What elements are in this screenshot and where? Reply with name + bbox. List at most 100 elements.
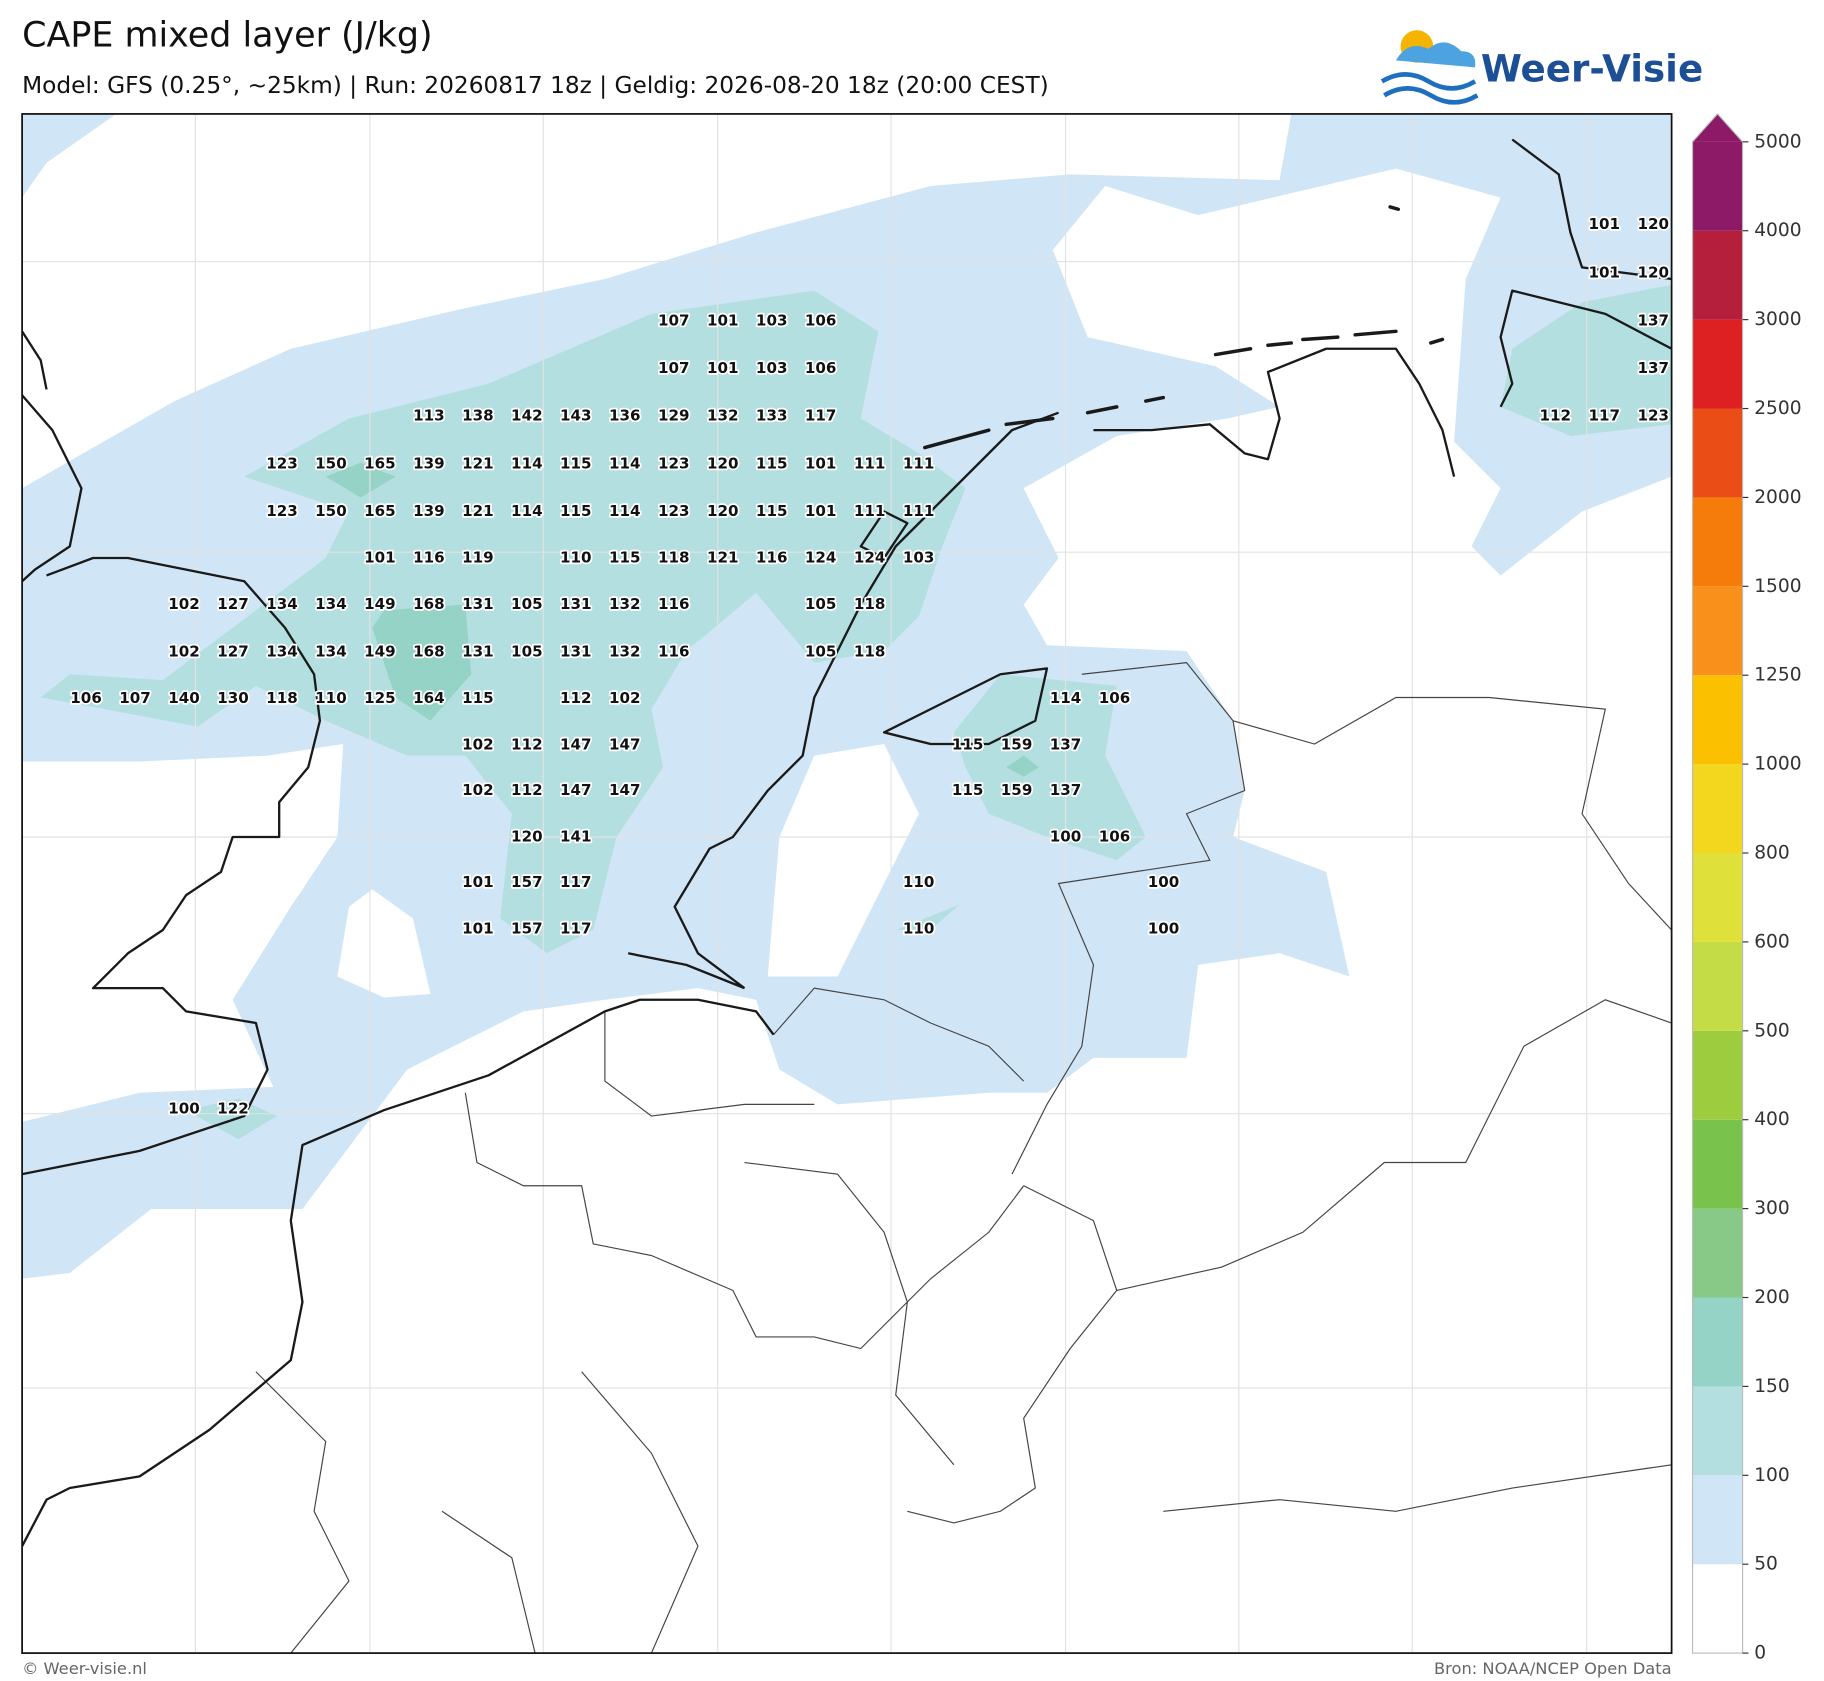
colorbar-segment: [1692, 675, 1743, 765]
cape-value: 124: [854, 549, 886, 567]
cape-value: 164: [413, 689, 445, 707]
cape-value: 114: [511, 454, 543, 472]
cape-value: 140: [168, 689, 200, 707]
colorbar-tick-label: 300: [1754, 1198, 1790, 1219]
cape-value: 117: [1588, 407, 1620, 425]
logo-waves: [1380, 72, 1479, 105]
footer-source: Bron: NOAA/NCEP Open Data: [1434, 1659, 1672, 1678]
colorbar-tick-label: 4000: [1754, 220, 1801, 241]
cape-value: 106: [1099, 689, 1131, 707]
colorbar-segment: [1692, 230, 1743, 320]
cape-value: 115: [756, 454, 788, 472]
cape-value: 113: [413, 407, 445, 425]
colorbar-segment: [1692, 1030, 1743, 1120]
colorbar-segment: [1692, 853, 1743, 942]
colorbar-tick-label: 0: [1754, 1643, 1766, 1664]
cape-value: 139: [413, 502, 445, 520]
cape-value: 111: [903, 454, 935, 472]
logo-text: Weer-Visie: [1481, 46, 1703, 90]
cape-value: 107: [119, 689, 151, 707]
cape-value: 116: [756, 549, 788, 567]
cape-value: 105: [511, 643, 543, 661]
colorbar-segment: [1692, 1297, 1743, 1387]
cape-value: 110: [903, 919, 935, 937]
cape-value: 116: [413, 549, 445, 567]
cape-value: 133: [756, 407, 788, 425]
cape-value: 101: [364, 549, 396, 567]
colorbar-tick-label: 1250: [1754, 665, 1801, 686]
colorbar-segment: [1692, 319, 1743, 409]
cape-value: 101: [707, 311, 739, 329]
cape-gap: [337, 744, 919, 998]
cape-value: 147: [560, 736, 592, 754]
colorbar-segment: [1692, 497, 1743, 587]
colorbar-tick-label: 2500: [1754, 398, 1801, 419]
footer-credit: © Weer-visie.nl: [22, 1659, 147, 1678]
cape-value: 117: [560, 873, 592, 891]
cape-value: 149: [364, 595, 396, 613]
cape-value: 165: [364, 502, 396, 520]
cape-value: 137: [1050, 781, 1082, 799]
colorbar-tick-label: 400: [1754, 1109, 1790, 1130]
cape-value: 120: [707, 502, 739, 520]
cape-value: 123: [658, 454, 690, 472]
cape-value: 131: [560, 595, 592, 613]
cape-value: 116: [658, 643, 690, 661]
cape-value: 134: [266, 643, 298, 661]
cape-value: 120: [511, 828, 543, 846]
cape-value: 107: [658, 359, 690, 377]
colorbar: 0 50 100 150 200 300 400 500 600 800 1000 1250 1500 2…: [1691, 113, 1802, 1664]
colorbar-segment: [1692, 408, 1743, 498]
cape-value: 105: [805, 643, 837, 661]
colorbar-segment: [1692, 1475, 1743, 1565]
colorbar-tick-label: 1500: [1754, 576, 1801, 597]
cape-value: 124: [805, 549, 837, 567]
cape-value: 115: [560, 454, 592, 472]
cape-value: 150: [315, 502, 347, 520]
cape-value: 101: [805, 454, 837, 472]
cape-value: 106: [1099, 828, 1131, 846]
colorbar-segment: [1692, 1119, 1743, 1209]
colorbar-tick-label: 100: [1754, 1465, 1790, 1486]
colorbar-tick-label: 5000: [1754, 131, 1801, 152]
cape-value: 122: [217, 1100, 249, 1118]
cape-value: 143: [560, 407, 592, 425]
cape-value: 101: [462, 873, 494, 891]
cape-value: 127: [217, 643, 249, 661]
cape-value: 120: [707, 454, 739, 472]
cape-value: 115: [756, 502, 788, 520]
cape-value: 165: [364, 454, 396, 472]
cape-value: 136: [609, 407, 641, 425]
colorbar-tick-label: 800: [1754, 843, 1790, 864]
cape-value: 168: [413, 595, 445, 613]
cape-value: 132: [707, 407, 739, 425]
cape-value: 119: [462, 549, 494, 567]
map: 101 120 101 120 107 101 103 106 137 107 101 103 106 1…: [22, 113, 1672, 1654]
cape-value: 134: [315, 643, 347, 661]
cape-value: 149: [364, 643, 396, 661]
cape-value: 112: [560, 689, 592, 707]
cape-value: 168: [413, 643, 445, 661]
cape-value: 106: [805, 311, 837, 329]
cape-value: 110: [903, 873, 935, 891]
cape-value: 134: [315, 595, 347, 613]
cape-value: 105: [805, 595, 837, 613]
cape-value: 159: [1001, 736, 1033, 754]
cape-value: 106: [805, 359, 837, 377]
cape-value: 111: [903, 502, 935, 520]
cape-value: 100: [1148, 919, 1180, 937]
cape-value: 101: [462, 919, 494, 937]
cape-value: 114: [511, 502, 543, 520]
colorbar-outline: [1691, 113, 1744, 1654]
cape-value: 114: [1050, 689, 1082, 707]
cape-value: 138: [462, 407, 494, 425]
cape-value: 115: [952, 736, 984, 754]
cape-value: 115: [560, 502, 592, 520]
cape-value: 121: [462, 502, 494, 520]
cape-value: 101: [1588, 264, 1620, 282]
cape-value: 103: [756, 359, 788, 377]
cape-value: 130: [217, 689, 249, 707]
cape-value: 118: [854, 595, 886, 613]
cape-value: 115: [609, 549, 641, 567]
cape-value: 123: [266, 502, 298, 520]
